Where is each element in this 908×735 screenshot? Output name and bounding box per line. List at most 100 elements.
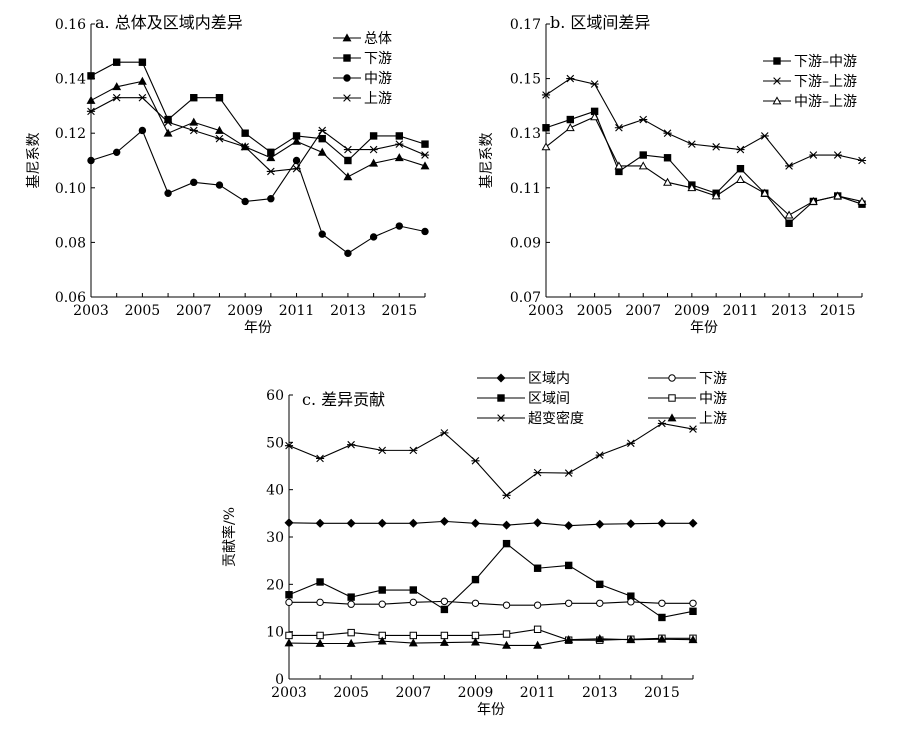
data-point: [736, 174, 745, 183]
series-3: [87, 126, 429, 258]
legend-label: 下游–中游: [794, 54, 857, 70]
data-point: [657, 634, 667, 643]
x-tick-label: 2007: [625, 303, 661, 319]
data-point: [688, 425, 698, 433]
y-tick-label: 20: [266, 577, 284, 593]
y-tick-label: 60: [266, 388, 284, 404]
data-point: [502, 491, 511, 500]
data-point: [533, 518, 543, 528]
data-point: [658, 599, 666, 607]
data-point: [590, 80, 599, 88]
data-point: [712, 143, 721, 151]
y-tick-label: 40: [266, 483, 284, 499]
series-line: [288, 422, 694, 497]
data-point: [112, 82, 122, 91]
data-point: [639, 115, 648, 124]
data-point: [266, 153, 276, 162]
series-4: [86, 93, 430, 176]
data-point: [809, 151, 818, 159]
legend-marker: [773, 57, 781, 65]
data-point: [267, 195, 275, 203]
series-line: [545, 78, 863, 167]
legend-entry: 超变密度: [477, 410, 584, 427]
data-point: [189, 117, 199, 126]
x-tick-label: 2015: [644, 685, 680, 701]
legend-marker: [343, 74, 351, 82]
x-axis-label: 年份: [690, 320, 718, 336]
data-point: [378, 600, 386, 608]
legend-label: 中游: [699, 391, 727, 407]
legend-label: 上游: [699, 411, 727, 427]
y-axis-label: 贡献率/%: [221, 507, 238, 567]
data-point: [138, 93, 147, 102]
series-line: [545, 110, 863, 225]
y-tick-label: 0.09: [510, 235, 541, 251]
data-point: [292, 136, 301, 145]
x-tick-label: 2003: [528, 303, 564, 319]
data-point: [533, 640, 543, 649]
data-point: [440, 605, 449, 614]
legend-marker: [668, 374, 676, 382]
legend-marker: [668, 394, 676, 402]
data-point: [502, 539, 511, 548]
x-tick-label: 2009: [227, 303, 263, 319]
data-point: [564, 469, 573, 477]
y-tick-label: 50: [266, 435, 284, 451]
data-point: [541, 142, 551, 151]
x-tick-label: 2005: [577, 303, 613, 319]
y-tick-label: 10: [266, 625, 284, 641]
data-point: [471, 637, 480, 646]
data-point: [241, 197, 249, 206]
data-point: [857, 156, 867, 165]
data-point: [318, 134, 326, 143]
x-tick-label: 2009: [674, 303, 710, 319]
data-point: [409, 631, 418, 640]
data-point: [564, 635, 574, 644]
data-point: [137, 76, 147, 85]
x-tick-label: 2011: [279, 303, 315, 319]
data-point: [344, 156, 352, 165]
y-tick-label: 0.17: [510, 17, 541, 33]
data-point: [439, 637, 449, 646]
chart-c: 0 10 20 30 40 50 60 2003 2005 2007 2009 2011 2013 201…: [221, 371, 727, 718]
x-tick-label: 2013: [330, 303, 366, 319]
legend-label: 区域间: [528, 391, 570, 407]
data-point: [658, 613, 666, 622]
data-point: [784, 210, 794, 219]
y-axis-label: 基尼系数: [25, 133, 42, 189]
legend-label: 上游: [364, 91, 392, 107]
data-point: [566, 115, 575, 124]
legend-entry: 中游: [648, 391, 727, 407]
data-point: [421, 227, 429, 236]
data-point: [369, 145, 378, 154]
data-point: [394, 153, 404, 162]
data-point: [267, 148, 275, 157]
data-point: [614, 161, 624, 170]
data-point: [215, 94, 224, 102]
data-point: [663, 129, 672, 137]
legend-label: 区域内: [528, 371, 570, 387]
data-point: [566, 74, 575, 83]
x-tick-label: 2011: [723, 303, 759, 319]
y-tick-label: 0.11: [510, 181, 541, 197]
y-axis-label: 基尼系数: [478, 133, 495, 189]
data-point: [470, 518, 480, 528]
data-point: [440, 429, 449, 437]
legend-entry: 区域内: [477, 371, 570, 387]
data-point: [421, 140, 429, 148]
data-point: [318, 230, 326, 238]
legend-marker: [496, 414, 506, 422]
series-1: [284, 516, 698, 531]
data-point: [533, 625, 542, 633]
x-tick-label: 2007: [395, 685, 431, 701]
data-point: [564, 521, 574, 531]
data-point: [565, 123, 575, 132]
data-point: [190, 178, 198, 187]
data-point: [857, 196, 867, 205]
chart-title: c. 差异贡献: [302, 390, 385, 409]
legend-entry: 中游: [333, 71, 392, 87]
legend-marker: [342, 94, 352, 102]
legend-marker: [497, 394, 505, 402]
data-point: [284, 441, 294, 450]
